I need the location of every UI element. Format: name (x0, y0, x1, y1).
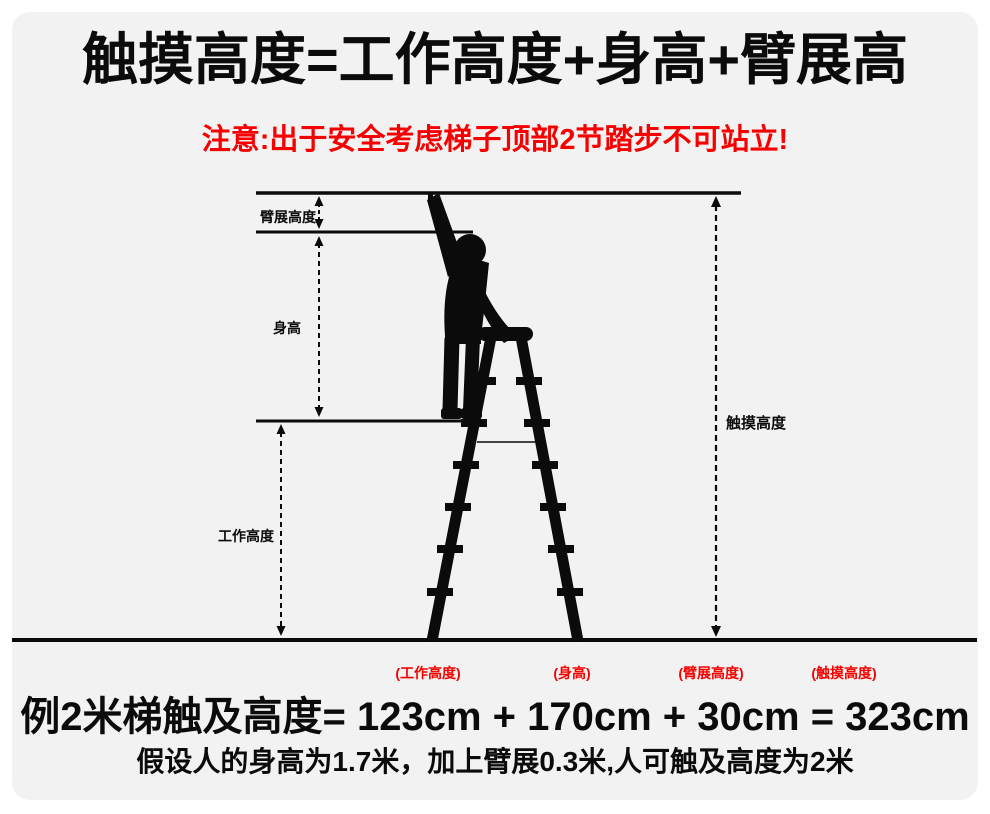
touch-height-arrow (711, 196, 721, 637)
page-title: 触摸高度=工作高度+身高+臂展高 (81, 28, 909, 91)
touch-height-label: 触摸高度 (726, 415, 787, 432)
arm-span-arrow (314, 196, 324, 229)
infographic-card (12, 12, 978, 800)
person-silhouette (427, 192, 516, 419)
step-ladder (426, 327, 584, 643)
working-height-label: 工作高度 (218, 528, 274, 544)
example-formula: 例2米梯触及高度= 123cm + 170cm + 30cm = 323cm (20, 695, 970, 739)
body-height-arrow (314, 236, 324, 417)
red-label-touch-height: (触摸高度) (811, 665, 877, 681)
red-label-body-height: (身高) (553, 665, 591, 681)
arm-span-label: 臂展高度 (260, 209, 316, 225)
assumption-note: 假设人的身高为1.7米，加上臂展0.3米,人可触及高度为2米 (136, 746, 854, 777)
red-label-arm-span: (臂展高度) (678, 665, 744, 681)
body-height-label: 身高 (273, 320, 301, 336)
safety-warning-text: 注意:出于安全考虑梯子顶部2节踏步不可站立! (201, 124, 789, 156)
red-label-working-height: (工作高度) (395, 665, 461, 681)
working-height-arrow (276, 424, 286, 636)
